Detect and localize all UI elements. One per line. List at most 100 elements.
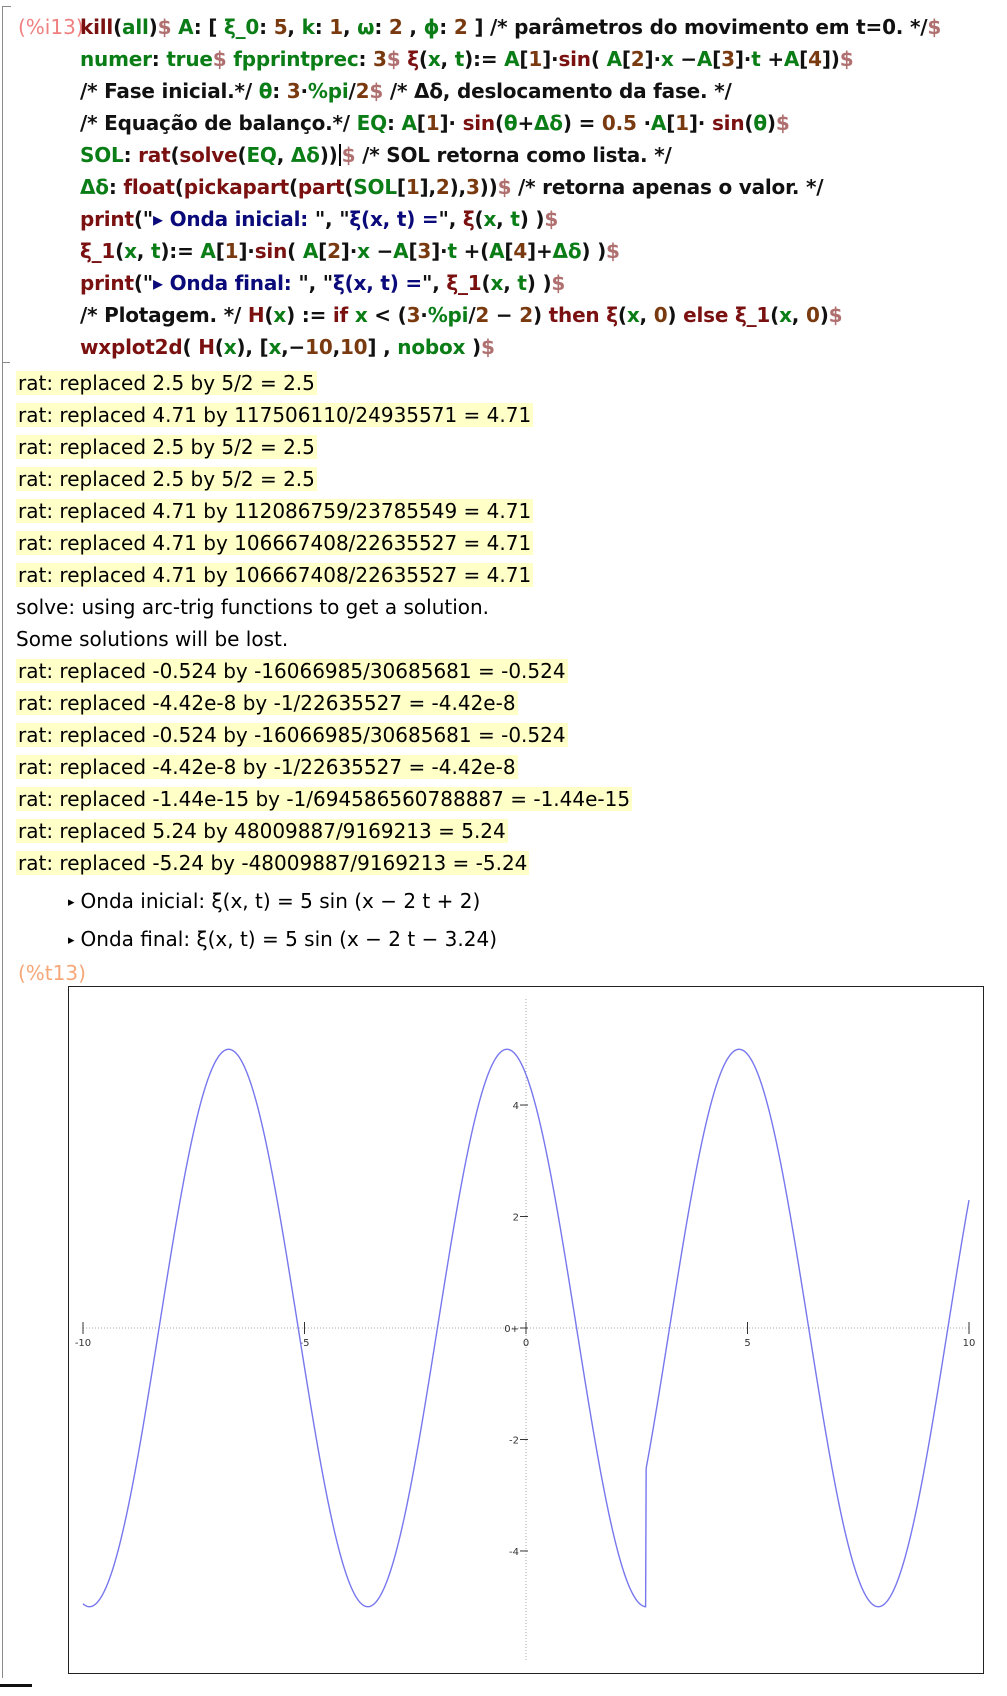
code-token: : (108, 175, 124, 199)
code-line[interactable]: /* Plotagem. */ H(x) := if x < (3·%pi/2 … (80, 300, 843, 330)
x-tick-label: 10 (963, 1338, 976, 1349)
code-line[interactable]: print("▸ Onda inicial: ", "ξ(x, t) =", ξ… (80, 204, 558, 234)
print-rhs: 5 sin (x − 2 t − 3.24) (285, 927, 498, 951)
code-token: /* SOL retorna como lista. */ (355, 143, 672, 167)
code-token: ", (422, 271, 447, 295)
rat-warning-text: rat: replaced -4.42e-8 by -1/22635527 = … (16, 755, 518, 779)
code-token: [ (215, 239, 225, 263)
code-token: A (606, 47, 622, 71)
code-token: ξ (599, 303, 618, 327)
code-token: 1 (405, 175, 420, 199)
code-token: x (483, 207, 497, 231)
code-token: print (80, 271, 134, 295)
code-token: ( (264, 303, 274, 327)
solve-message-text: Some solutions will be lost. (16, 627, 289, 651)
code-token: ) := (286, 303, 333, 327)
x-tick-label: -10 (75, 1338, 91, 1349)
code-token: [ (408, 239, 418, 263)
code-token: /* Fase inicial.*/ (80, 79, 259, 103)
cell-end-marker (0, 1684, 32, 1687)
code-token: 2 (355, 79, 370, 103)
code-line[interactable]: SOL: rat(solve(EQ, Δδ)) $ /* SOL retorna … (80, 140, 672, 170)
code-token: [ (519, 47, 529, 71)
code-token: ( (174, 175, 184, 199)
code-token: x (660, 47, 674, 71)
code-token: / (348, 79, 356, 103)
code-token: [ (712, 47, 722, 71)
code-token: ) ) (581, 239, 607, 263)
rat-warning-text: rat: replaced -4.42e-8 by -1/22635527 = … (16, 691, 518, 715)
code-token: · (636, 111, 651, 135)
code-token: x (268, 335, 282, 359)
code-token: /* Plotagem. */ (80, 303, 248, 327)
code-token: 1 (675, 111, 689, 135)
code-token: 2 (435, 175, 450, 199)
code-token: ( (113, 15, 123, 39)
code-token: A (489, 239, 505, 263)
code-token: A (171, 15, 194, 39)
code-token: $ (386, 47, 401, 71)
code-token: A (696, 47, 713, 71)
code-token: A (393, 239, 409, 263)
code-token: Δδ (80, 175, 109, 199)
code-line[interactable]: /* Fase inicial.*/ θ: 3·%pi/2$ /* Δδ, de… (80, 76, 732, 106)
code-token: $ (927, 15, 942, 39)
code-token: ( (617, 303, 627, 327)
code-token: ( (288, 175, 298, 199)
code-token: EQ (356, 111, 387, 135)
rat-warning-text: rat: replaced -5.24 by -48009887/9169213… (16, 851, 530, 875)
code-token: 3 (465, 175, 480, 199)
code-token: +( (456, 239, 490, 263)
code-token: A (401, 111, 417, 135)
code-token: 0 (805, 303, 820, 327)
code-line[interactable]: Δδ: float(pickapart(part(SOL[1],2),3))$ … (80, 172, 824, 202)
code-token: %pi (427, 303, 469, 327)
code-token: ( (590, 47, 607, 71)
input-label: (%i13) (18, 15, 84, 39)
code-token: sin (462, 111, 496, 135)
code-token: $ (606, 239, 620, 263)
y-tick-label: 0+ (504, 1324, 519, 1335)
code-token: ξ (462, 207, 475, 231)
code-line[interactable]: /* Equação de balanço.*/ EQ: A[1]· sin(θ… (80, 108, 790, 138)
code-token: ), (449, 175, 467, 199)
code-token: , (496, 207, 511, 231)
code-token: ξ_1 (728, 303, 771, 327)
code-token: [ (666, 111, 676, 135)
code-token: /* retorna apenas o valor. */ (511, 175, 824, 199)
output-message: rat: replaced -4.42e-8 by -1/22635527 = … (16, 752, 518, 782)
code-line[interactable]: kill(all)$ A: [ ξ_0: 5, k: 1, ω: 2 , ϕ: … (80, 12, 941, 42)
code-token: x (357, 239, 370, 263)
output-message: rat: replaced -0.524 by -16066985/306856… (16, 656, 568, 686)
code-token: t (751, 47, 761, 71)
code-line[interactable]: ξ_1(x, t):= A[1]·sin( A[2]·x −A[3]·t +(A… (80, 236, 620, 266)
code-token: 4 (808, 47, 822, 71)
code-token: , (402, 15, 424, 39)
code-token: 3 (286, 79, 301, 103)
code-token: sin (711, 111, 745, 135)
code-token: x (273, 303, 287, 327)
code-token: / (468, 303, 476, 327)
code-token: ]· (688, 111, 712, 135)
code-token: 2 (630, 47, 645, 71)
code-token: 0 (653, 303, 668, 327)
print-lhs: ξ(x, t) = (211, 889, 301, 913)
x-tick-label: -5 (300, 1338, 310, 1349)
code-line[interactable]: print("▸ Onda final: ", "ξ(x, t) =", ξ_1… (80, 268, 565, 298)
code-token: A (783, 47, 800, 71)
output-message: Some solutions will be lost. (16, 624, 288, 654)
code-token: (" (133, 207, 154, 231)
code-token: ( (494, 111, 504, 135)
code-token: x (124, 239, 137, 263)
code-line[interactable]: numer: true$ fpprintprec: 3$ ξ(x, t):= A… (80, 44, 854, 74)
code-line[interactable]: wxplot2d( H(x), [x,−10,10] , nobox )$ (80, 332, 495, 362)
code-token: $ (839, 47, 854, 71)
plot-frame: -10 -5 0 5 10 -4 -2 0+ 2 4 (68, 986, 984, 1674)
code-token: 3 (373, 47, 387, 71)
code-token: ( (237, 143, 247, 167)
rat-warning-text: rat: replaced -0.524 by -16066985/306856… (16, 723, 568, 747)
cell-bracket[interactable] (2, 6, 13, 1678)
solve-message-text: solve: using arc-trig functions to get a… (16, 595, 490, 619)
text-cursor (338, 144, 341, 166)
output-message: rat: replaced -1.44e-15 by -1/6945865607… (16, 784, 633, 814)
